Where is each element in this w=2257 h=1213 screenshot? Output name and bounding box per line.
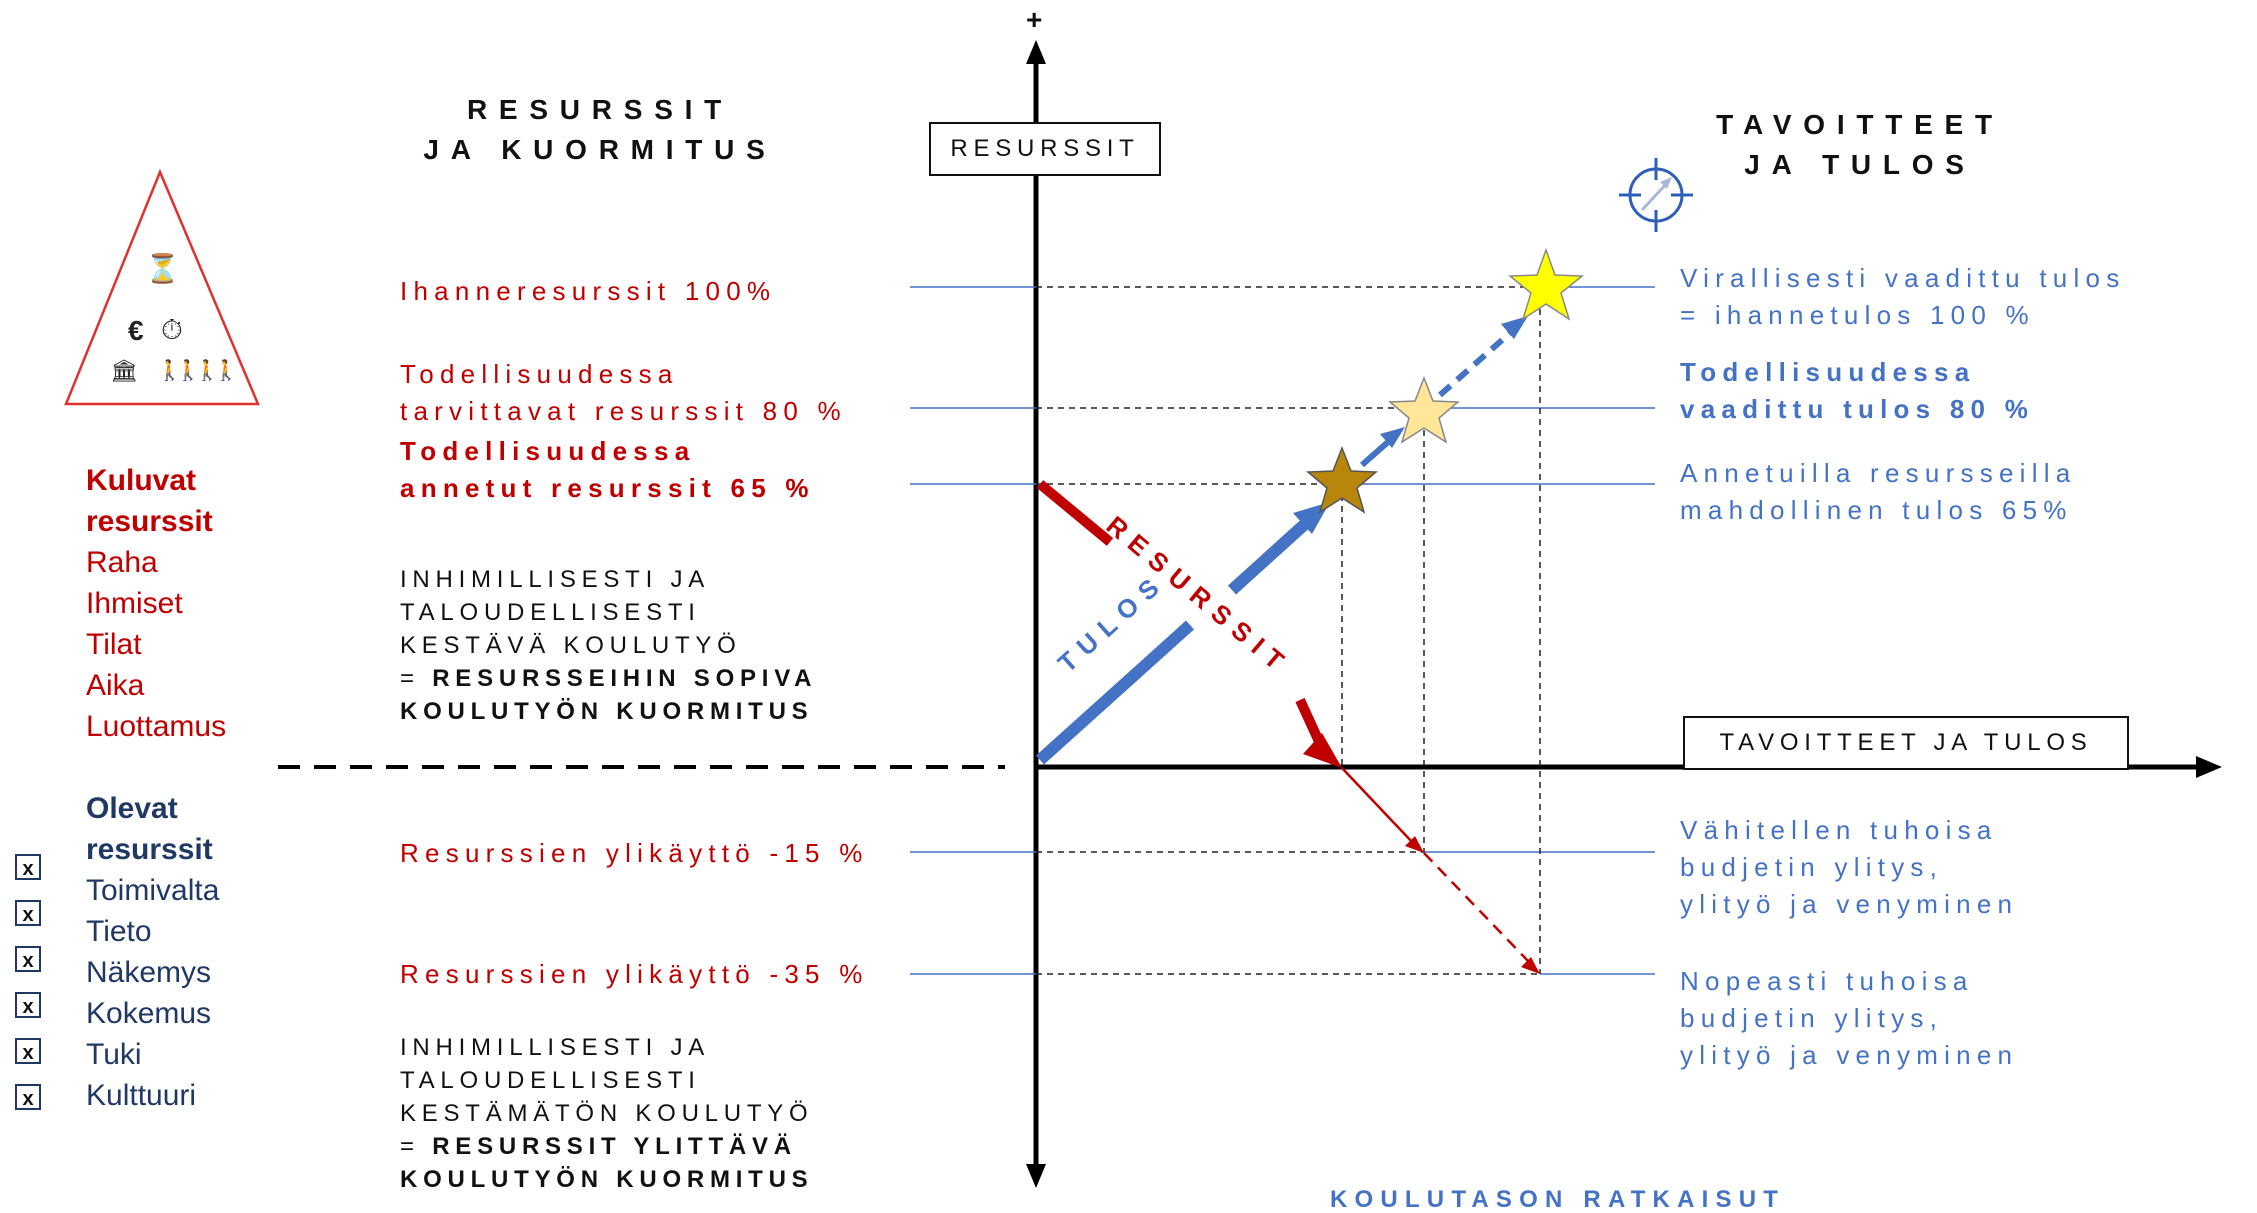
sustainable-text: INHIMILLISESTI JA TALOUDELLISESTI KESTÄV… <box>400 566 818 725</box>
consumable-resources: Kuluvat resurssit Raha Ihmiset Tilat Aik… <box>86 460 226 747</box>
resurssit-arrow-thin <box>1341 767 1414 844</box>
list-item: Ihmiset <box>86 587 183 620</box>
level-label-ideal: Ihanneresurssit 100% <box>400 276 777 306</box>
star-80 <box>1388 375 1460 444</box>
checkbox-tuki[interactable]: x <box>15 1038 41 1064</box>
resources-triangle <box>64 168 260 406</box>
y-axis-plus-sign: + <box>1026 4 1043 35</box>
level-label-given: Todellisuudessa annetut resurssit 65 % <box>400 436 815 503</box>
y-axis-label: RESURSSIT <box>929 122 1161 176</box>
resurssit-arrowhead-m35 <box>1521 957 1540 974</box>
resurssit-arrowhead <box>1303 733 1342 768</box>
right-heading: TAVOITTEET JA TULOS <box>1716 109 2004 180</box>
list-item: Kulttuuri <box>86 1079 197 1112</box>
list-item: Tuki <box>86 1038 142 1071</box>
result-label-official: Virallisesti vaadittu tulos = ihannetulo… <box>1680 263 2126 330</box>
result-label-gradual: Vähitellen tuhoisa budjetin ylitys, ylit… <box>1680 815 2019 919</box>
list-item: Raha <box>86 546 158 579</box>
level-label-over15: Resurssien ylikäyttö -15 % <box>400 838 869 868</box>
y-axis-arrow-up <box>1026 40 1046 64</box>
resurssit-arrow-solid-upper <box>1036 480 1114 546</box>
level-label-needed: Todellisuudessa tarvittavat resurssit 80… <box>400 359 847 426</box>
list-item: Aika <box>86 669 145 702</box>
list-item: Tieto <box>86 915 152 948</box>
result-label-required: Todellisuudessa vaadittu tulos 80 % <box>1680 357 2035 424</box>
stopwatch-icon: ⏱ <box>161 314 183 345</box>
resurssit-arrow-dashed <box>1423 852 1531 964</box>
existing-title-2: resurssit <box>86 833 213 866</box>
tulos-arrowhead-80 <box>1380 427 1405 448</box>
consumable-title: Kuluvat <box>86 464 197 497</box>
tulos-arrow-dashed <box>1438 330 1512 398</box>
y-axis-arrow-down <box>1026 1164 1046 1188</box>
checkbox-kokemus[interactable]: x <box>15 992 41 1018</box>
tulos-arrowhead-100 <box>1501 316 1528 339</box>
target-icon <box>1619 158 1693 232</box>
euro-icon: € <box>128 315 144 346</box>
building-icon: 🏛 <box>110 358 138 383</box>
checkbox-kulttuuri[interactable]: x <box>15 1084 41 1110</box>
list-item: Toimivalta <box>86 874 220 907</box>
consumable-title-2: resurssit <box>86 505 213 538</box>
tulos-arrow-solid-lower <box>1035 620 1195 765</box>
checkbox-nakemys[interactable]: x <box>15 946 41 972</box>
list-item: Luottamus <box>86 710 227 743</box>
level-label-over35: Resurssien ylikäyttö -35 % <box>400 959 869 989</box>
star-65 <box>1306 445 1378 514</box>
result-label-fast: Nopeasti tuhoisa budjetin ylitys, ylityö… <box>1680 966 2019 1070</box>
tulos-arrow-solid-upper <box>1227 519 1310 595</box>
bottom-caption: KOULUTASON RATKAISUT <box>1330 1186 1786 1213</box>
checkbox-tieto[interactable]: x <box>15 900 41 926</box>
star-100 <box>1507 247 1585 321</box>
checkbox-toimivalta[interactable]: x <box>15 854 41 880</box>
x-axis-arrow <box>2196 756 2222 778</box>
result-label-possible: Annetuilla resursseilla mahdollinen tulo… <box>1680 458 2077 525</box>
guide-dashed-lines <box>1036 286 1541 975</box>
resurssit-arrowhead-m15 <box>1405 836 1424 853</box>
existing-resources: Olevat resurssit Toimivalta Tieto Näkemy… <box>86 788 219 1116</box>
tulos-arrow-mid <box>1360 439 1390 468</box>
people-icon: 🚶🚶🚶🚶 <box>157 360 239 382</box>
x-axis-label: TAVOITTEET JA TULOS <box>1683 716 2129 770</box>
list-item: Tilat <box>86 628 142 661</box>
hourglass-icon: ⏳ <box>145 253 180 284</box>
left-heading: RESURSSIT JA KUORMITUS <box>423 94 777 165</box>
unsustainable-text: INHIMILLISESTI JA TALOUDELLISESTI KESTÄM… <box>400 1034 814 1193</box>
list-item: Kokemus <box>86 997 212 1030</box>
list-item: Näkemys <box>86 956 212 989</box>
existing-title: Olevat <box>86 792 178 825</box>
